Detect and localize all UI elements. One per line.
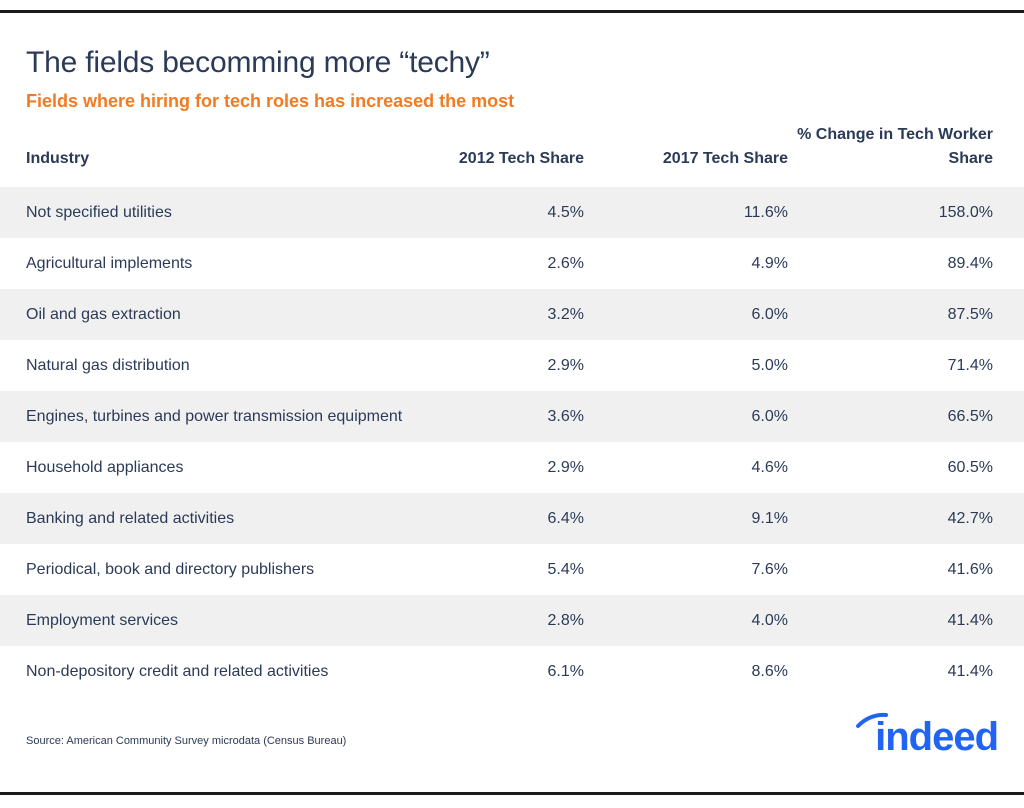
share-2012-cell: 5.4% [547,561,584,578]
table-row: Not specified utilities 4.5% 11.6% 158.0% [0,187,1024,238]
table-header: Industry 2012 Tech Share 2017 Tech Share… [0,118,1024,187]
change-cell: 41.4% [947,663,993,680]
page-title: The fields becomming more “techy” [26,46,490,79]
column-header-2017: 2017 Tech Share [662,150,788,167]
table-row: Banking and related activities 6.4% 9.1% 42… [0,493,1024,544]
table-row: Oil and gas extraction 3.2% 6.0% 87.5% [0,289,1024,340]
change-cell: 66.5% [947,408,993,425]
change-cell: 87.5% [947,306,993,323]
top-rule [0,10,1024,13]
industry-cell: Periodical, book and directory publisher… [26,561,315,578]
share-2012-cell: 3.6% [547,408,584,425]
column-header-2012: 2012 Tech Share [458,150,584,167]
share-2017-cell: 4.9% [751,255,788,272]
source-note: Source: American Community Survey microd… [26,735,347,747]
industry-cell: Natural gas distribution [26,357,190,374]
bottom-rule [0,792,1024,795]
industry-cell: Oil and gas extraction [26,306,181,323]
industry-cell: Banking and related activities [26,510,235,527]
column-header-change: % Change in Tech Worker Share [797,126,993,167]
industry-cell: Engines, turbines and power transmission… [26,408,403,425]
table-row: Agricultural implements 2.6% 4.9% 89.4% [0,238,1024,289]
share-2017-cell: 4.0% [751,612,788,629]
industry-cell: Not specified utilities [26,204,172,221]
share-2012-cell: 6.1% [547,663,584,680]
table-row: Non-depository credit and related activi… [0,646,1024,697]
share-2017-cell: 6.0% [751,306,788,323]
industry-cell: Non-depository credit and related activi… [26,663,329,680]
change-cell: 41.4% [947,612,993,629]
change-cell: 71.4% [947,357,993,374]
column-header-industry: Industry [26,150,90,167]
table-row: Employment services 2.8% 4.0% 41.4% [0,595,1024,646]
share-2012-cell: 3.2% [547,306,584,323]
data-table: Industry 2012 Tech Share 2017 Tech Share… [0,118,1024,697]
change-cell: 41.6% [947,561,993,578]
table-row: Engines, turbines and power transmission… [0,391,1024,442]
share-2012-cell: 6.4% [547,510,584,527]
table-body: Not specified utilities 4.5% 11.6% 158.0% Ag… [0,187,1024,697]
table-row: Periodical, book and directory publisher… [0,544,1024,595]
share-2017-cell: 6.0% [751,408,788,425]
change-cell: 158.0% [938,204,993,221]
change-cell: 60.5% [947,459,993,476]
share-2017-cell: 11.6% [743,204,788,221]
industry-cell: Employment services [26,612,179,629]
share-2017-cell: 8.6% [751,663,788,680]
page-subtitle: Fields where hiring for tech roles has i… [26,91,515,111]
industry-cell: Household appliances [26,459,184,476]
table-row: Household appliances 2.9% 4.6% 60.5% [0,442,1024,493]
share-2012-cell: 2.9% [547,459,584,476]
share-2012-cell: 2.6% [547,255,584,272]
industry-cell: Agricultural implements [26,255,193,272]
change-cell: 42.7% [947,510,993,527]
share-2017-cell: 5.0% [751,357,788,374]
table-row: Natural gas distribution 2.9% 5.0% 71.4% [0,340,1024,391]
change-cell: 89.4% [947,255,993,272]
share-2012-cell: 2.9% [547,357,584,374]
share-2017-cell: 9.1% [751,510,788,527]
share-2012-cell: 4.5% [547,204,584,221]
share-2012-cell: 2.8% [547,612,584,629]
indeed-logo: indeed [856,712,998,759]
share-2017-cell: 7.6% [751,561,788,578]
indeed-logo-text: indeed [875,715,998,759]
share-2017-cell: 4.6% [751,459,788,476]
indeed-logo-icon [856,712,888,728]
